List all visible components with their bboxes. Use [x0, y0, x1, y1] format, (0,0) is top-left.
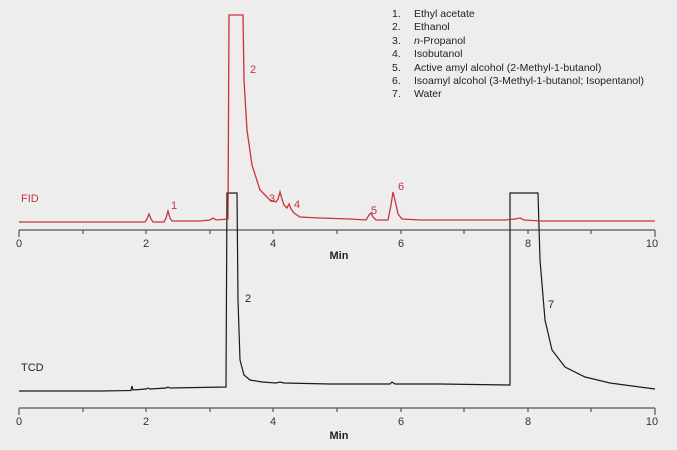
fid-peak-label-5: 5 — [371, 205, 378, 217]
legend-item: 6. Isoamyl alcohol (3-Methyl-1-butanol; … — [392, 75, 644, 88]
fid-peak-label-3: 3 — [269, 193, 276, 205]
fid-tick-label: 8 — [524, 238, 532, 250]
fid-peak-label-2: 2 — [250, 64, 257, 76]
fid-label: FID — [21, 193, 39, 205]
fid-peak-label-1: 1 — [171, 200, 178, 212]
tcd-x-axis — [18, 407, 656, 415]
legend-item: 2. Ethanol — [392, 21, 450, 34]
fid-tick-label: 4 — [269, 238, 277, 250]
tcd-tick-label: 6 — [397, 416, 405, 428]
fid-x-axis-title: Min — [329, 250, 349, 262]
tcd-x-axis-title: Min — [329, 430, 349, 442]
tcd-tick-label: 2 — [142, 416, 150, 428]
legend-item: 4. Isobutanol — [392, 48, 463, 61]
tcd-tick-label: 8 — [524, 416, 532, 428]
tcd-peak-label-7: 7 — [548, 299, 555, 311]
tcd-tick-label: 0 — [15, 416, 23, 428]
fid-trace — [19, 14, 655, 223]
fid-tick-label: 0 — [15, 238, 23, 250]
fid-peak-label-4: 4 — [294, 199, 301, 211]
tcd-tick-label: 10 — [645, 416, 659, 428]
fid-tick-label: 6 — [397, 238, 405, 250]
peak-legend: 1. Ethyl acetate 2. Ethanol 3. n-Propano… — [392, 8, 644, 102]
tcd-trace — [19, 192, 656, 392]
tcd-peak-label-2: 2 — [245, 293, 252, 305]
legend-item: 1. Ethyl acetate — [392, 8, 475, 20]
fid-peak-label-6: 6 — [398, 181, 405, 193]
fid-tick-label: 2 — [142, 238, 150, 250]
legend-item: 7. Water — [392, 88, 442, 101]
legend-item: 3. n-Propanol — [392, 34, 466, 47]
tcd-tick-label: 4 — [269, 416, 277, 428]
legend-item: 5. Active amyl alcohol (2-Methyl-1-butan… — [392, 61, 602, 74]
tcd-label: TCD — [21, 362, 44, 374]
fid-x-axis — [18, 229, 656, 237]
fid-tick-label: 10 — [645, 238, 659, 250]
